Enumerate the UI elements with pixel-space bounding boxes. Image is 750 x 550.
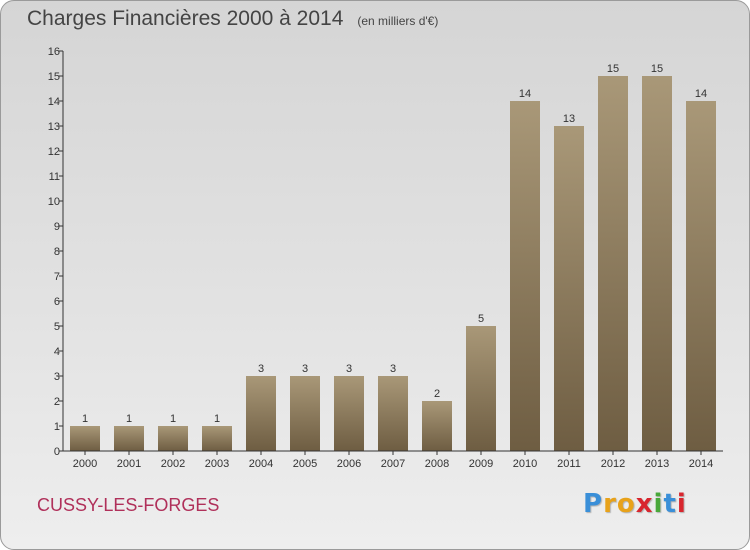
bar-value-label: 1 — [214, 413, 220, 425]
x-tick-label: 2005 — [293, 458, 317, 470]
x-tick-label: 2012 — [601, 458, 625, 470]
y-tick-label: 8 — [54, 246, 60, 258]
logo-letter: i — [653, 489, 664, 519]
y-tick-label: 6 — [54, 296, 60, 308]
y-tick-label: 13 — [48, 121, 60, 133]
chart-title-text: Charges Financières 2000 à 2014 — [27, 7, 344, 30]
logo-letter: i — [676, 489, 687, 519]
bar-value-label: 15 — [651, 63, 663, 75]
x-tick-label: 2011 — [557, 458, 581, 470]
x-tick-label: 2002 — [161, 458, 185, 470]
x-tick-label: 2004 — [249, 458, 273, 470]
logo-letter: r — [603, 489, 617, 519]
x-tick-label: 2006 — [337, 458, 361, 470]
bar — [70, 426, 100, 451]
y-tick-label: 7 — [54, 271, 60, 283]
y-tick-label: 2 — [54, 396, 60, 408]
bar — [290, 376, 320, 451]
proxiti-logo: Proxiti — [583, 489, 687, 519]
x-tick-label: 2013 — [645, 458, 669, 470]
bar — [158, 426, 188, 451]
bar-value-label: 3 — [390, 363, 396, 375]
bar-value-label: 1 — [82, 413, 88, 425]
x-tick-label: 2010 — [513, 458, 537, 470]
y-tick-label: 0 — [54, 446, 60, 458]
bar-value-label: 1 — [126, 413, 132, 425]
bar-value-label: 13 — [563, 113, 575, 125]
logo-letter: o — [616, 489, 636, 519]
bar — [246, 376, 276, 451]
bar — [510, 101, 540, 451]
x-tick-label: 2008 — [425, 458, 449, 470]
y-tick-label: 16 — [48, 46, 60, 58]
x-tick-label: 2007 — [381, 458, 405, 470]
bar-value-label: 14 — [695, 88, 707, 100]
place-name: CUSSY-LES-FORGES — [37, 495, 220, 515]
y-tick-label: 11 — [49, 171, 60, 183]
chart-title: Charges Financières 2000 à 2014 (en milli… — [27, 7, 438, 31]
bar — [554, 126, 584, 451]
logo-letter: t — [663, 489, 677, 519]
x-tick-label: 2000 — [73, 458, 97, 470]
chart-subtitle: (en milliers d'€) — [357, 14, 439, 28]
y-tick-label: 14 — [48, 96, 60, 108]
y-tick-label: 9 — [54, 221, 60, 233]
bar-value-label: 2 — [434, 388, 440, 400]
logo-letter: x — [635, 489, 654, 519]
y-tick-label: 4 — [54, 346, 60, 358]
y-tick-label: 3 — [54, 371, 60, 383]
bar-value-label: 3 — [346, 363, 352, 375]
bar-value-label: 14 — [519, 88, 531, 100]
x-tick-label: 2009 — [469, 458, 493, 470]
bar-value-label: 5 — [478, 313, 484, 325]
bar — [378, 376, 408, 451]
x-tick-label: 2014 — [689, 458, 713, 470]
bar — [466, 326, 496, 451]
logo-letter: P — [583, 489, 604, 519]
y-tick-label: 5 — [54, 321, 60, 333]
bar — [422, 401, 452, 451]
y-tick-label: 1 — [54, 421, 60, 433]
bar-value-label: 3 — [302, 363, 308, 375]
bar — [642, 76, 672, 451]
bar — [202, 426, 232, 451]
x-tick-label: 2003 — [205, 458, 229, 470]
bar-value-label: 15 — [607, 63, 619, 75]
bar — [598, 76, 628, 451]
bar-value-label: 3 — [258, 363, 264, 375]
y-tick-label: 15 — [48, 71, 60, 83]
bar — [334, 376, 364, 451]
x-tick-label: 2001 — [117, 458, 141, 470]
bar — [114, 426, 144, 451]
y-tick-label: 12 — [48, 146, 60, 158]
bar — [686, 101, 716, 451]
y-tick-label: 10 — [48, 196, 60, 208]
bar-value-label: 1 — [170, 413, 176, 425]
